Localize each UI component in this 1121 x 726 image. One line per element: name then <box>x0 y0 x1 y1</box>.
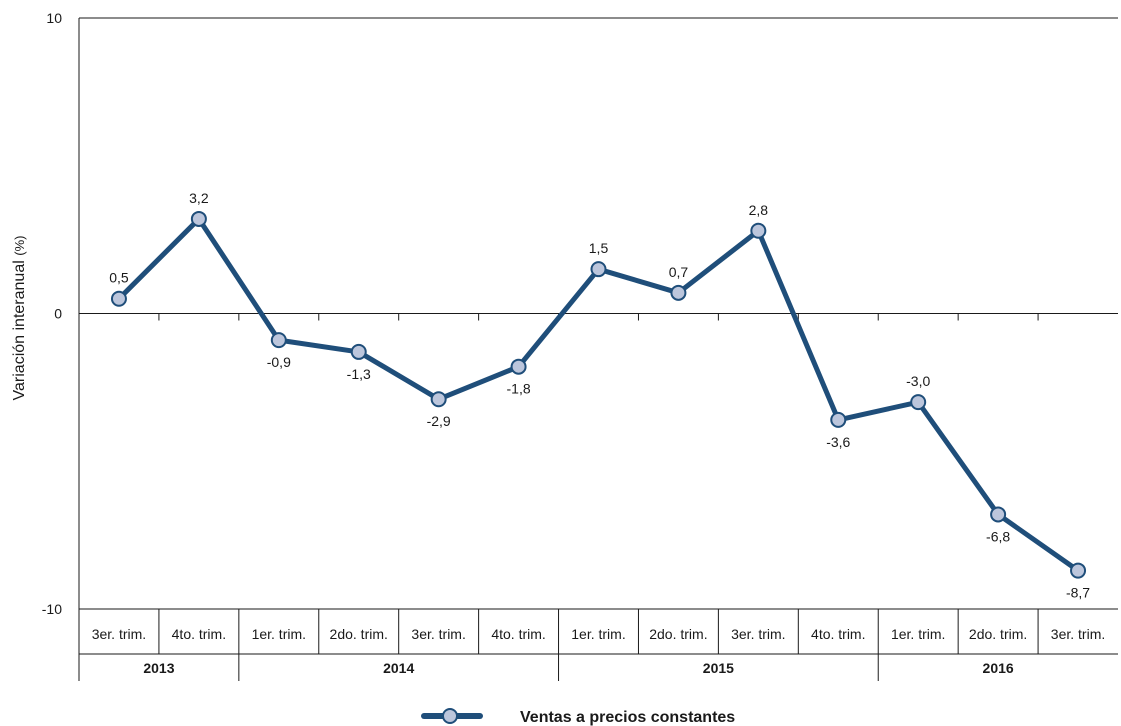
x-tick-label: 4to. trim. <box>172 626 226 642</box>
y-tick-label: -10 <box>42 601 62 617</box>
legend-marker-icon <box>442 708 458 724</box>
x-tick-label: 1er. trim. <box>571 626 625 642</box>
x-tick-label: 1er. trim. <box>891 626 945 642</box>
legend: Ventas a precios constantes <box>421 708 735 726</box>
data-label: 0,7 <box>669 264 689 280</box>
x-tick-label: 1er. trim. <box>252 626 306 642</box>
x-tick-label: 3er. trim. <box>92 626 146 642</box>
x-tick-label: 3er. trim. <box>411 626 465 642</box>
data-point <box>110 290 127 307</box>
y-axis-label: Variación interanual (%) <box>11 236 28 401</box>
series: 0,5 3,2 -0,9 -1,3 -2,9 -1,8 1,5 0,7 2,8 -3,6 -3,0 -… <box>109 190 1090 601</box>
year-label: 2016 <box>983 660 1014 676</box>
data-label: 2,8 <box>749 202 769 218</box>
year-label: 2013 <box>143 660 174 676</box>
data-label: -2,9 <box>427 413 451 429</box>
data-point <box>910 394 927 411</box>
y-axis-label-text: Variación interanual <box>11 260 28 400</box>
x-tick-label: 4to. trim. <box>491 626 545 642</box>
data-label: 3,2 <box>189 190 209 206</box>
x-axis: 3er. trim. 4to. trim. 1er. trim. 2do. trim.… <box>78 609 1118 681</box>
data-point <box>270 332 287 349</box>
x-tick-label: 2do. trim. <box>969 626 1027 642</box>
data-label: 1,5 <box>589 240 609 256</box>
x-tick-label: 3er. trim. <box>1051 626 1105 642</box>
data-label: -3,6 <box>826 434 850 450</box>
data-label: -1,8 <box>507 381 531 397</box>
year-label: 2014 <box>383 660 414 676</box>
y-axis-label-unit: (%) <box>12 236 27 256</box>
y-tick-label: 10 <box>46 10 62 26</box>
data-point <box>590 261 607 278</box>
year-label: 2015 <box>703 660 734 676</box>
data-label: -6,8 <box>986 528 1010 544</box>
data-point <box>190 210 207 227</box>
x-tick-label: 4to. trim. <box>811 626 865 642</box>
y-tick-label: 0 <box>54 306 62 322</box>
data-label: -8,7 <box>1066 585 1090 601</box>
data-point <box>990 506 1007 523</box>
x-tick-label: 2do. trim. <box>330 626 388 642</box>
x-tick-label: 2do. trim. <box>649 626 707 642</box>
data-point <box>750 222 767 239</box>
data-point <box>830 411 847 428</box>
data-label: -0,9 <box>267 354 291 370</box>
data-point <box>350 343 367 360</box>
data-label: -3,0 <box>906 373 930 389</box>
y-axis-ticks: -10 0 10 <box>42 10 62 617</box>
data-point <box>670 284 687 301</box>
data-label: -1,3 <box>347 366 371 382</box>
data-point <box>430 391 447 408</box>
x-tick-label: 3er. trim. <box>731 626 785 642</box>
axes <box>78 17 1118 610</box>
legend-label: Ventas a precios constantes <box>520 709 735 726</box>
data-label: 0,5 <box>109 270 129 286</box>
data-point <box>1070 562 1087 579</box>
data-point <box>510 358 527 375</box>
